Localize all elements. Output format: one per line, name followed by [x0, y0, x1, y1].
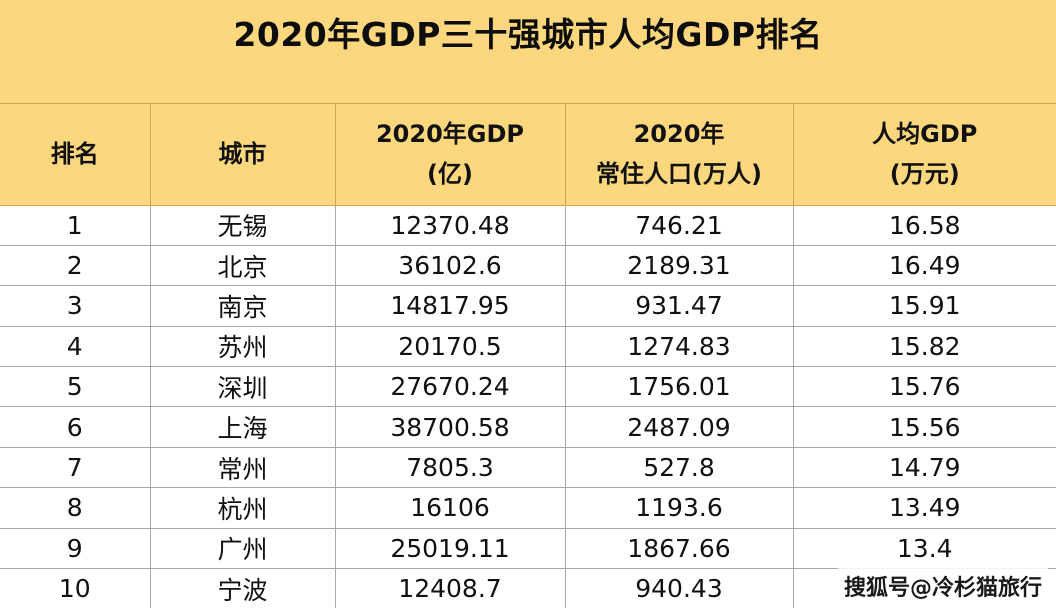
table-row: 7 常州 7805.3 527.8 14.79: [0, 446, 1056, 489]
table-header-row: 排名 城市 2020年GDP (亿) 2020年 常住人口(万人) 人均GDP …: [0, 104, 1056, 206]
cell-population: 1867.66: [564, 527, 794, 570]
cell-per-capita: 15.82: [792, 325, 1056, 368]
cell-population: 2487.09: [564, 406, 794, 448]
cell-per-capita: 16.58: [792, 204, 1056, 246]
cell-gdp: 16106: [334, 487, 566, 529]
table-row: 5 深圳 27670.24 1756.01 15.76: [0, 366, 1056, 408]
cell-rank: 10: [0, 568, 151, 608]
table-row: 9 广州 25019.11 1867.66 13.4: [0, 527, 1056, 570]
table-row: 2 北京 36102.6 2189.31 16.49: [0, 244, 1056, 287]
cell-city: 无锡: [149, 204, 336, 246]
cell-per-capita: 15.91: [792, 285, 1056, 327]
cell-population: 1756.01: [564, 366, 794, 408]
cell-population: 746.21: [564, 204, 794, 246]
cell-city: 南京: [149, 285, 336, 327]
cell-population: 527.8: [564, 446, 794, 489]
header-gdp-line2: (亿): [427, 160, 473, 189]
cell-per-capita: 15.56: [792, 406, 1056, 448]
table-row: 1 无锡 12370.48 746.21 16.58: [0, 204, 1056, 246]
cell-per-capita: 13.49: [792, 487, 1056, 529]
cell-rank: 5: [0, 366, 151, 408]
table-row: 3 南京 14817.95 931.47 15.91: [0, 285, 1056, 327]
title-band: 2020年GDP三十强城市人均GDP排名: [0, 0, 1056, 104]
cell-city: 宁波: [149, 568, 336, 608]
cell-gdp: 12370.48: [334, 204, 566, 246]
header-gdp-line1: 2020年GDP: [375, 120, 524, 149]
cell-gdp: 36102.6: [334, 244, 566, 287]
cell-per-capita: 13.4: [792, 527, 1056, 570]
cell-gdp: 27670.24: [334, 366, 566, 408]
cell-rank: 6: [0, 406, 151, 448]
cell-city: 常州: [149, 446, 336, 489]
header-city: 城市: [149, 104, 336, 206]
cell-rank: 1: [0, 204, 151, 246]
header-pop-line2: 常住人口(万人): [596, 160, 762, 189]
cell-city: 广州: [149, 527, 336, 570]
cell-per-capita: 15.76: [792, 366, 1056, 408]
header-pcgdp-line2: (万元): [889, 160, 960, 189]
table-body: 1 无锡 12370.48 746.21 16.58 2 北京 36102.6 2189.31 1…: [0, 204, 1056, 608]
cell-rank: 4: [0, 325, 151, 368]
header-per-capita-gdp: 人均GDP (万元): [792, 104, 1056, 206]
cell-gdp: 14817.95: [334, 285, 566, 327]
ranking-table: 排名 城市 2020年GDP (亿) 2020年 常住人口(万人) 人均GDP …: [0, 104, 1056, 608]
cell-rank: 8: [0, 487, 151, 529]
cell-city: 上海: [149, 406, 336, 448]
cell-city: 北京: [149, 244, 336, 287]
cell-city: 深圳: [149, 366, 336, 408]
cell-rank: 7: [0, 446, 151, 489]
table-row: 6 上海 38700.58 2487.09 15.56: [0, 406, 1056, 448]
cell-city: 杭州: [149, 487, 336, 529]
cell-rank: 3: [0, 285, 151, 327]
table-row: 8 杭州 16106 1193.6 13.49: [0, 487, 1056, 529]
cell-city: 苏州: [149, 325, 336, 368]
page-title: 2020年GDP三十强城市人均GDP排名: [233, 15, 823, 54]
cell-per-capita: 16.49: [792, 244, 1056, 287]
table-row: 4 苏州 20170.5 1274.83 15.82: [0, 325, 1056, 368]
cell-population: 1274.83: [564, 325, 794, 368]
header-pcgdp-line1: 人均GDP: [872, 120, 978, 149]
cell-gdp: 20170.5: [334, 325, 566, 368]
cell-gdp: 7805.3: [334, 446, 566, 489]
cell-population: 1193.6: [564, 487, 794, 529]
header-rank: 排名: [0, 104, 151, 206]
cell-rank: 2: [0, 244, 151, 287]
cell-per-capita: 14.79: [792, 446, 1056, 489]
header-gdp: 2020年GDP (亿): [334, 104, 566, 206]
cell-population: 2189.31: [564, 244, 794, 287]
watermark: 搜狐号@冷杉猫旅行: [837, 568, 1048, 604]
cell-population: 940.43: [564, 568, 794, 608]
cell-gdp: 38700.58: [334, 406, 566, 448]
cell-rank: 9: [0, 527, 151, 570]
header-pop-line1: 2020年: [633, 120, 725, 149]
header-population: 2020年 常住人口(万人): [564, 104, 794, 206]
cell-population: 931.47: [564, 285, 794, 327]
cell-gdp: 25019.11: [334, 527, 566, 570]
cell-gdp: 12408.7: [334, 568, 566, 608]
